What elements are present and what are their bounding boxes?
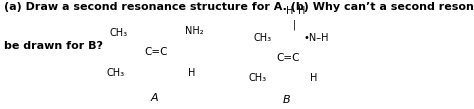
Text: H: H [188,68,196,78]
Text: (a) Draw a second resonance structure for A. (b) Why can’t a second resonance st: (a) Draw a second resonance structure fo… [4,2,474,12]
Text: B: B [283,95,290,105]
Text: NH₂: NH₂ [185,26,203,36]
Text: C=C: C=C [276,53,300,63]
Text: H: H [298,6,305,16]
Text: H: H [285,6,293,16]
Text: |: | [293,20,296,30]
Text: H: H [310,73,318,83]
Text: CH₃: CH₃ [110,28,128,38]
Text: be drawn for B?: be drawn for B? [4,41,103,51]
Text: CH₃: CH₃ [106,68,124,78]
Text: C=C: C=C [145,47,168,57]
Text: CH₃: CH₃ [253,33,271,43]
Text: •N–H: •N–H [303,33,329,43]
Text: A: A [150,93,158,103]
Text: CH₃: CH₃ [248,73,266,83]
